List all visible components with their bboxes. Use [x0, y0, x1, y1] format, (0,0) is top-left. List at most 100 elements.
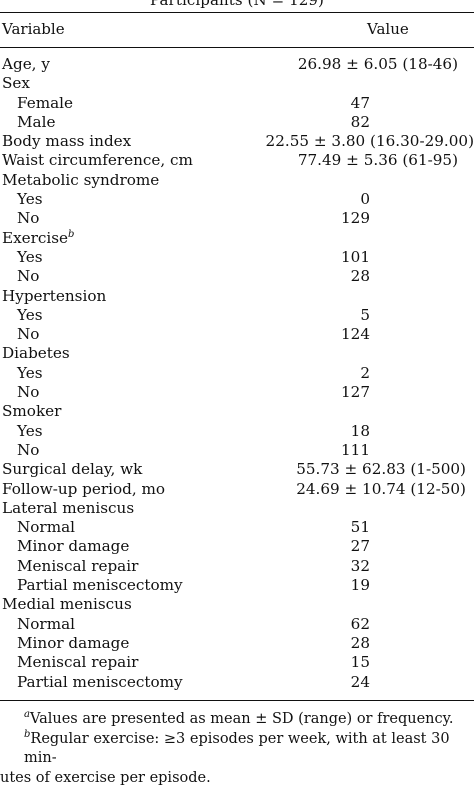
row-value: 127: [341, 383, 370, 402]
table-row: Lateral meniscus: [0, 499, 474, 518]
table-row: Metabolic syndrome: [0, 171, 474, 190]
table-row: Age, y 26.98 ± 6.05 (18-46): [0, 55, 474, 74]
row-value: 124: [341, 325, 370, 344]
table-row: Meniscal repair 15: [0, 653, 474, 672]
table-row: Normal 51: [0, 518, 474, 537]
row-value: 51: [351, 518, 370, 537]
row-value: 129: [341, 209, 370, 228]
table-row: Partial meniscectomy 24: [0, 673, 474, 692]
table-row: Yes 101: [0, 248, 474, 267]
table-row: Waist circumference, cm 77.49 ± 5.36 (61-…: [0, 151, 474, 170]
row-label: Surgical delay, wk: [2, 460, 142, 479]
row-value: 27: [351, 537, 370, 556]
table-row: Yes 2: [0, 364, 474, 383]
row-value: 5: [360, 306, 370, 325]
row-value: 2: [360, 364, 370, 383]
table-row: Minor damage 27: [0, 537, 474, 556]
row-value: 111: [341, 441, 370, 460]
row-label: Normal: [17, 615, 75, 634]
table-row: No 127: [0, 383, 474, 402]
top-rule: [0, 12, 474, 13]
row-value: 82: [351, 113, 370, 132]
table-row: Partial meniscectomy 19: [0, 576, 474, 595]
table-row: Medial meniscus: [0, 595, 474, 614]
row-label: Yes: [17, 364, 43, 383]
table-row: Minor damage 28: [0, 634, 474, 653]
row-label: Minor damage: [17, 537, 129, 556]
table-row: Smoker: [0, 402, 474, 421]
row-label: Female: [17, 94, 73, 113]
footnote-b: bRegular exercise: ≥3 episodes per week,…: [0, 730, 474, 769]
header-value: Value: [367, 20, 409, 38]
row-value: 101: [341, 248, 370, 267]
table-row: No 28: [0, 267, 474, 286]
table-header: Variable Value: [0, 19, 474, 41]
row-label: Partial meniscectomy: [17, 673, 183, 692]
row-label: Yes: [17, 306, 43, 325]
table-row: Follow-up period, mo 24.69 ± 10.74 (12-50…: [0, 480, 474, 499]
table-row: No 124: [0, 325, 474, 344]
header-variable: Variable: [2, 20, 65, 38]
table-row: Female 47: [0, 94, 474, 113]
row-value: 15: [351, 653, 370, 672]
row-label: Body mass index: [2, 132, 131, 151]
footnote-b-text: Regular exercise: ≥3 episodes per week, …: [24, 731, 450, 767]
row-label: Minor damage: [17, 634, 129, 653]
table-row: Male 82: [0, 113, 474, 132]
row-label: No: [17, 383, 39, 402]
table-row: Yes 5: [0, 306, 474, 325]
row-value: 55.73 ± 62.83 (1-500): [296, 460, 466, 479]
row-value: 62: [351, 615, 370, 634]
table-row: Sex: [0, 74, 474, 93]
row-label: Normal: [17, 518, 75, 537]
row-label: Male: [17, 113, 55, 132]
row-value: 28: [351, 634, 370, 653]
footnote-b-continued: utes of exercise per episode.: [0, 769, 474, 788]
row-value: 28: [351, 267, 370, 286]
row-label: Lateral meniscus: [2, 499, 134, 518]
row-label: Hypertension: [2, 287, 106, 306]
row-label: Meniscal repair: [17, 653, 138, 672]
row-label: Yes: [17, 190, 43, 209]
row-label: Diabetes: [2, 344, 70, 363]
row-label: No: [17, 267, 39, 286]
footnote-a: aValues are presented as mean ± SD (rang…: [0, 710, 474, 730]
row-value: 19: [351, 576, 370, 595]
row-label: Smoker: [2, 402, 61, 421]
table-row: Body mass index 22.55 ± 3.80 (16.30-29.00…: [0, 132, 474, 151]
table-row: No 129: [0, 209, 474, 228]
row-value: 0: [360, 190, 370, 209]
row-label: Age, y: [2, 55, 50, 74]
row-label: Exercise: [2, 229, 68, 247]
row-label: Sex: [2, 74, 30, 93]
footnote-a-text: Values are presented as mean ± SD (range…: [30, 711, 454, 727]
bottom-rule: [0, 700, 474, 701]
row-label: Waist circumference, cm: [2, 151, 193, 170]
row-label: Follow-up period, mo: [2, 480, 165, 499]
row-value: 24: [351, 673, 370, 692]
row-value: 47: [351, 94, 370, 113]
row-label: Yes: [17, 248, 43, 267]
table-caption-fragment: Participants (N = 129): [0, 0, 474, 9]
row-label: Yes: [17, 422, 43, 441]
row-value: 22.55 ± 3.80 (16.30-29.00): [266, 132, 474, 151]
row-label: No: [17, 209, 39, 228]
table-row: Exerciseb: [0, 229, 474, 248]
table-row: Yes 0: [0, 190, 474, 209]
row-label: Partial meniscectomy: [17, 576, 183, 595]
table-row: Hypertension: [0, 287, 474, 306]
row-value: 26.98 ± 6.05 (18-46): [298, 55, 458, 74]
row-label: Medial meniscus: [2, 595, 132, 614]
table-row: Surgical delay, wk 55.73 ± 62.83 (1-500): [0, 460, 474, 479]
row-value: 24.69 ± 10.74 (12-50): [296, 480, 466, 499]
row-value: 77.49 ± 5.36 (61-95): [298, 151, 458, 170]
header-rule: [0, 47, 474, 48]
row-label: Meniscal repair: [17, 557, 138, 576]
row-label-wrap: Exerciseb: [2, 229, 74, 248]
table-row: Normal 62: [0, 615, 474, 634]
row-label: No: [17, 325, 39, 344]
